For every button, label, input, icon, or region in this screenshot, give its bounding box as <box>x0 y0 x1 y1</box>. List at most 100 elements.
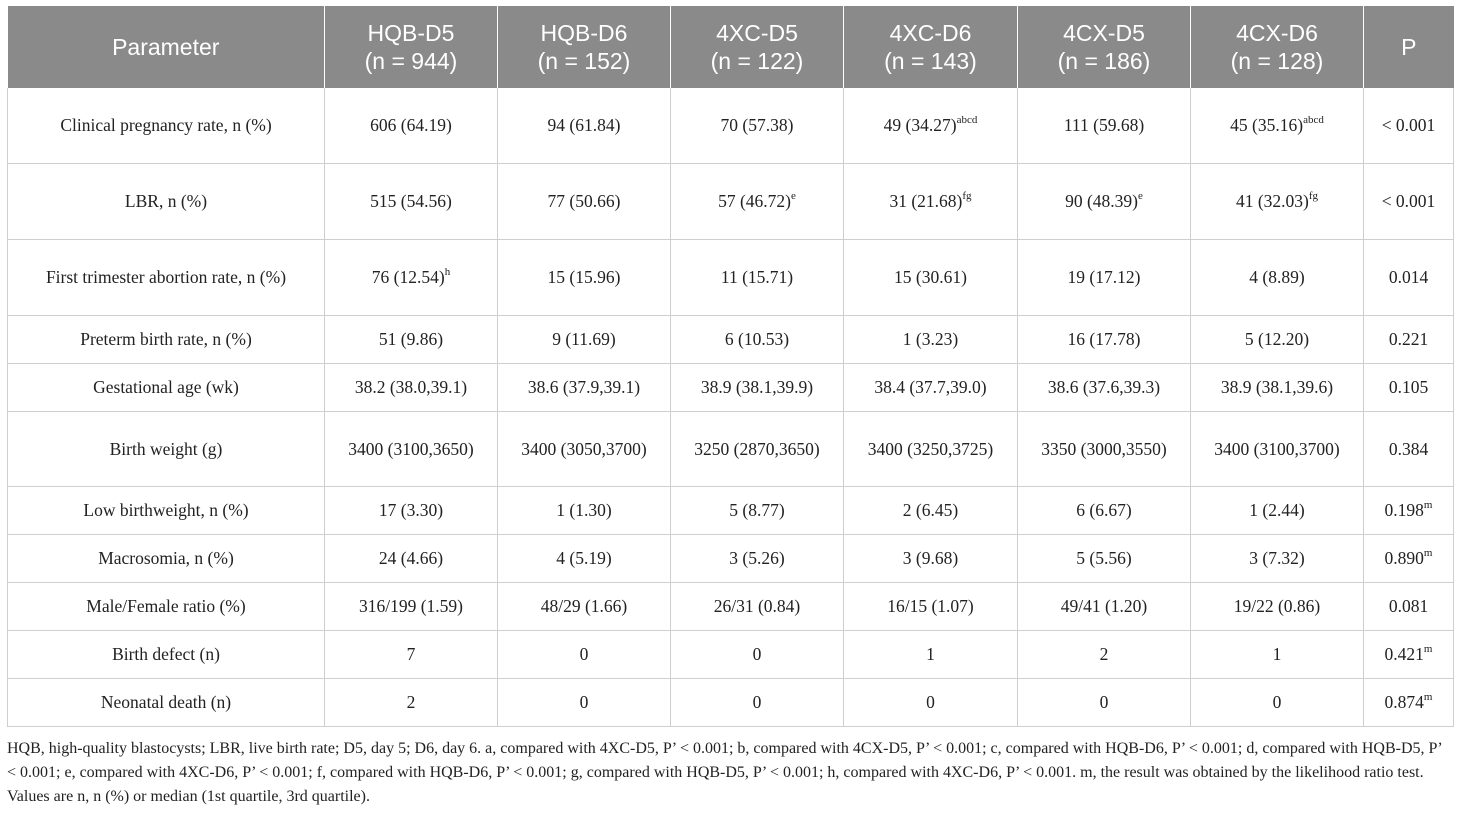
cell-value: < 0.001 <box>1381 191 1436 211</box>
table-row: Preterm birth rate, n (%) 51 (9.86) 9 (11.… <box>7 315 1454 364</box>
table-row: Birth weight (g) 3400 (3100,3650) 3400 (30… <box>7 411 1454 487</box>
table-cell: 0 <box>1190 678 1364 727</box>
cell-value: 2 <box>1099 644 1109 664</box>
cell-value: 19 (17.12) <box>1067 267 1141 287</box>
cell-superscript: abcd <box>1303 114 1324 126</box>
cell-value: 49 (34.27) <box>883 115 957 135</box>
row-label: Male/Female ratio (%) <box>7 582 325 631</box>
row-label: Birth weight (g) <box>7 411 325 487</box>
table-row: First trimester abortion rate, n (%) 76 (… <box>7 239 1454 316</box>
cell-value: 90 (48.39) <box>1065 191 1138 211</box>
group-n: (n = 944) <box>364 48 458 74</box>
cell-value: 17 (3.30) <box>378 500 444 520</box>
table-cell: 38.9 (38.1,39.9) <box>670 363 844 412</box>
header-p: P <box>1363 6 1454 88</box>
table-cell: 1 <box>1190 630 1364 679</box>
table-cell: 11 (15.71) <box>670 239 844 316</box>
cell-value: 3 (9.68) <box>902 548 959 568</box>
cell-value: 1 (1.30) <box>556 500 612 520</box>
group-name: 4CX-D6 <box>1236 20 1318 46</box>
table-cell: 94 (61.84) <box>497 88 671 164</box>
table-cell: 19/22 (0.86) <box>1190 582 1364 631</box>
table-cell: 70 (57.38) <box>670 88 844 164</box>
table-cell: 17 (3.30) <box>324 486 498 535</box>
table-cell: 3400 (3100,3650) <box>324 411 498 487</box>
cell-superscript: m <box>1423 499 1433 511</box>
table-cell: 2 (6.45) <box>843 486 1018 535</box>
table-footnote: HQB, high-quality blastocysts; LBR, live… <box>7 740 1442 805</box>
header-group: 4CX-D5 (n = 186) <box>1017 6 1191 88</box>
cell-value: 0.198 <box>1384 500 1424 520</box>
row-label: Clinical pregnancy rate, n (%) <box>7 88 325 164</box>
cell-value: 0.105 <box>1388 377 1429 397</box>
row-label: Low birthweight, n (%) <box>7 486 325 535</box>
cell-value: 70 (57.38) <box>720 115 794 135</box>
row-label: Birth defect (n) <box>7 630 325 679</box>
table-cell: 1 (2.44) <box>1190 486 1364 535</box>
cell-value: 24 (4.66) <box>378 548 444 568</box>
table-cell: 48/29 (1.66) <box>497 582 671 631</box>
p-value-cell: < 0.001 <box>1363 163 1454 240</box>
header-row: Parameter HQB-D5 (n = 944) HQB-D6 (n = 152… <box>7 6 1454 88</box>
cell-value: 49/41 (1.20) <box>1060 596 1148 616</box>
p-value-cell: 0.890m <box>1363 534 1454 583</box>
table-body: Clinical pregnancy rate, n (%) 606 (64.19… <box>7 88 1454 727</box>
cell-value: 0.014 <box>1388 267 1429 287</box>
table-cell: 19 (17.12) <box>1017 239 1191 316</box>
cell-value: 48/29 (1.66) <box>540 596 628 616</box>
results-table: Parameter HQB-D5 (n = 944) HQB-D6 (n = 152… <box>7 6 1454 727</box>
cell-value: 3250 (2870,3650) <box>694 438 820 459</box>
table-cell: 38.2 (38.0,39.1) <box>324 363 498 412</box>
group-n: (n = 186) <box>1057 48 1151 74</box>
group-name: 4XC-D6 <box>889 20 972 46</box>
table-cell: 5 (8.77) <box>670 486 844 535</box>
cell-value: 606 (64.19) <box>370 115 452 135</box>
cell-value: 316/199 (1.59) <box>358 596 464 616</box>
group-name: 4CX-D5 <box>1063 20 1145 46</box>
cell-value: 15 (30.61) <box>894 267 967 287</box>
cell-value: 3400 (3050,3700) <box>521 438 647 459</box>
p-value-cell: 0.014 <box>1363 239 1454 316</box>
cell-value: 0 <box>752 644 762 664</box>
cell-value: 1 (3.23) <box>902 329 959 349</box>
cell-value: 2 <box>406 692 416 712</box>
cell-superscript: m <box>1423 547 1433 559</box>
table-cell: 51 (9.86) <box>324 315 498 364</box>
row-label: First trimester abortion rate, n (%) <box>7 239 325 316</box>
cell-value: 41 (32.03) <box>1235 191 1309 211</box>
cell-value: 0 <box>1099 692 1109 712</box>
table-cell: 111 (59.68) <box>1017 88 1191 164</box>
header-parameter: Parameter <box>7 6 325 88</box>
table-cell: 57 (46.72)e <box>670 163 844 240</box>
cell-value: 3400 (3100,3650) <box>348 438 474 459</box>
cell-value: 16/15 (1.07) <box>887 596 974 616</box>
p-value-cell: < 0.001 <box>1363 88 1454 164</box>
table-cell: 26/31 (0.84) <box>670 582 844 631</box>
p-value-cell: 0.198m <box>1363 486 1454 535</box>
table-cell: 38.6 (37.9,39.1) <box>497 363 671 412</box>
cell-superscript: m <box>1423 643 1433 655</box>
group-n: (n = 122) <box>710 48 804 74</box>
table-cell: 6 (10.53) <box>670 315 844 364</box>
cell-value: 0.874 <box>1384 692 1424 712</box>
p-value-cell: 0.221 <box>1363 315 1454 364</box>
cell-value: 3400 (3100,3700) <box>1214 438 1340 459</box>
table-cell: 1 (3.23) <box>843 315 1018 364</box>
table-row: Male/Female ratio (%) 316/199 (1.59) 48/29… <box>7 582 1454 631</box>
cell-value: 3350 (3000,3550) <box>1041 438 1167 459</box>
cell-value: 0 <box>579 644 589 664</box>
cell-value: 38.6 (37.6,39.3) <box>1047 377 1161 397</box>
group-n: (n = 143) <box>884 48 977 74</box>
cell-value: 94 (61.84) <box>547 115 621 135</box>
row-label: Gestational age (wk) <box>7 363 325 412</box>
cell-value: 2 (6.45) <box>902 500 959 520</box>
table-cell: 38.6 (37.6,39.3) <box>1017 363 1191 412</box>
header-group: 4CX-D6 (n = 128) <box>1190 6 1364 88</box>
cell-value: 77 (50.66) <box>547 191 621 211</box>
table-cell: 0 <box>843 678 1018 727</box>
table-cell: 15 (30.61) <box>843 239 1018 316</box>
cell-superscript: fg <box>962 190 972 202</box>
cell-value: 0 <box>579 692 589 712</box>
cell-value: 0 <box>1272 692 1282 712</box>
group-name: 4XC-D5 <box>716 20 798 46</box>
